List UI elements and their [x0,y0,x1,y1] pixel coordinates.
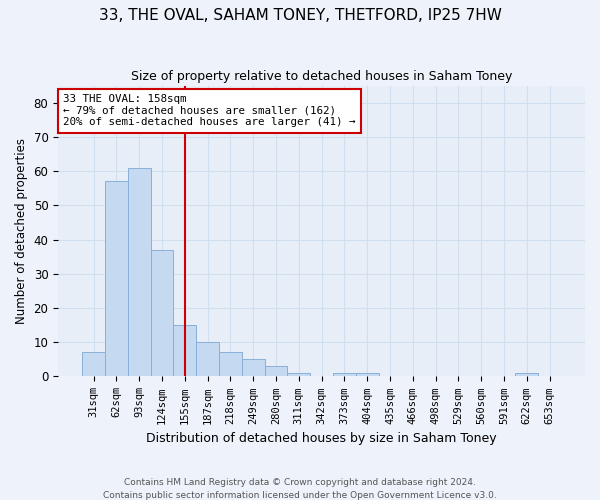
Title: Size of property relative to detached houses in Saham Toney: Size of property relative to detached ho… [131,70,512,83]
Bar [151,250,173,376]
Bar [242,360,265,376]
Bar [219,352,242,376]
Bar [82,352,105,376]
Bar [287,373,310,376]
Bar [333,373,356,376]
Bar [515,373,538,376]
Bar [105,182,128,376]
Bar [128,168,151,376]
Y-axis label: Number of detached properties: Number of detached properties [15,138,28,324]
Bar [196,342,219,376]
Text: Contains HM Land Registry data © Crown copyright and database right 2024.
Contai: Contains HM Land Registry data © Crown c… [103,478,497,500]
Bar [356,373,379,376]
Text: 33, THE OVAL, SAHAM TONEY, THETFORD, IP25 7HW: 33, THE OVAL, SAHAM TONEY, THETFORD, IP2… [98,8,502,22]
Text: 33 THE OVAL: 158sqm
← 79% of detached houses are smaller (162)
20% of semi-detac: 33 THE OVAL: 158sqm ← 79% of detached ho… [64,94,356,128]
Bar [173,325,196,376]
X-axis label: Distribution of detached houses by size in Saham Toney: Distribution of detached houses by size … [146,432,497,445]
Bar [265,366,287,376]
